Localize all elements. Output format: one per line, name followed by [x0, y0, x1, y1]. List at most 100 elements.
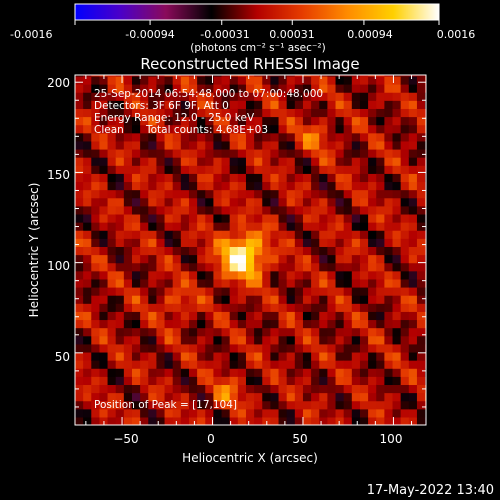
heatmap-cell	[107, 384, 117, 394]
heatmap-cell	[400, 319, 410, 329]
heatmap-cell	[311, 262, 320, 272]
heatmap-cell	[270, 400, 280, 410]
heatmap-cell	[245, 132, 255, 142]
heatmap-cell	[131, 181, 141, 191]
heatmap-cell	[254, 368, 263, 377]
heatmap-cell	[368, 157, 377, 166]
heatmap-cell	[294, 92, 304, 101]
heatmap-cell	[335, 197, 345, 207]
heatmap-cell	[270, 254, 280, 264]
heatmap-cell	[164, 238, 174, 247]
heatmap-cell	[229, 75, 239, 85]
heatmap-cell	[327, 408, 337, 418]
heatmap-cell	[83, 278, 92, 288]
heatmap-cell	[140, 75, 149, 85]
heatmap-cell	[335, 148, 345, 158]
heatmap-cell	[213, 278, 223, 288]
heatmap-cell	[254, 132, 263, 142]
heatmap-cell	[384, 376, 394, 386]
heatmap-cell	[254, 392, 263, 402]
heatmap-cell	[319, 376, 328, 386]
heatmap-cell	[107, 376, 117, 386]
heatmap-cell	[229, 335, 239, 345]
heatmap-cell	[83, 351, 92, 361]
heatmap-cell	[262, 148, 272, 158]
heatmap-cell	[294, 311, 304, 321]
heatmap-cell	[416, 351, 426, 361]
heatmap-cell	[416, 173, 426, 183]
heatmap-cell	[327, 262, 337, 272]
heatmap-cell	[180, 157, 190, 166]
heatmap-cell	[262, 368, 272, 377]
heatmap-cell	[83, 116, 92, 126]
heatmap-cell	[294, 181, 304, 191]
heatmap-cell	[278, 165, 288, 174]
heatmap-cell	[188, 213, 198, 223]
heatmap-cell	[188, 189, 198, 199]
colorbar-tick-label-2: -0.00031	[200, 28, 249, 41]
heatmap-cell	[343, 254, 353, 264]
heatmap-cell	[254, 222, 263, 231]
heatmap-cell	[75, 100, 84, 109]
heatmap-cell	[392, 351, 402, 361]
heatmap-cell	[254, 360, 263, 369]
heatmap-cell	[107, 116, 117, 126]
heatmap-cell	[245, 116, 255, 126]
heatmap-cell	[140, 116, 149, 126]
heatmap-cell	[172, 400, 182, 410]
heatmap-cell	[221, 392, 231, 402]
heatmap-cell	[302, 254, 312, 264]
heatmap-cell	[115, 360, 125, 369]
heatmap-cell	[311, 132, 320, 142]
heatmap-cell	[254, 246, 263, 256]
heatmap-cell	[400, 173, 410, 183]
heatmap-cell	[400, 376, 410, 386]
heatmap-cell	[254, 205, 263, 215]
heatmap-cell	[107, 343, 117, 353]
heatmap-cell	[416, 140, 426, 150]
heatmap-cell	[319, 197, 328, 207]
heatmap-cell	[311, 303, 320, 312]
heatmap-cell	[205, 254, 215, 264]
heatmap-cell	[180, 213, 190, 223]
heatmap-cell	[286, 270, 296, 280]
heatmap-cell	[148, 92, 158, 101]
heatmap-cell	[392, 384, 402, 394]
heatmap-cell	[180, 303, 190, 312]
heatmap-cell	[172, 270, 182, 280]
heatmap-cell	[384, 75, 394, 77]
heatmap-cell	[123, 351, 133, 361]
heatmap-cell	[188, 108, 198, 118]
heatmap-cell	[384, 311, 394, 321]
heatmap-cell	[148, 270, 158, 280]
heatmap-cell	[392, 408, 402, 418]
heatmap-cell	[75, 165, 84, 174]
heatmap-cell	[311, 165, 320, 174]
heatmap-cell	[311, 75, 320, 85]
heatmap-cell	[221, 84, 231, 93]
heatmap-cell	[311, 205, 320, 215]
heatmap-cell	[359, 222, 369, 231]
heatmap-cell	[221, 295, 231, 304]
heatmap-cell	[302, 92, 312, 101]
heatmap-cell	[408, 376, 418, 386]
heatmap-cell	[148, 392, 158, 402]
heatmap-cell	[294, 416, 304, 425]
heatmap-cell	[75, 84, 84, 93]
heatmap-cell	[286, 416, 296, 425]
heatmap-cell	[91, 140, 101, 150]
heatmap-cell	[123, 295, 133, 304]
heatmap-cell	[392, 181, 402, 191]
heatmap-cell	[75, 376, 84, 386]
heatmap-cell	[327, 75, 337, 77]
heatmap-cell	[270, 408, 280, 418]
heatmap-cell	[131, 197, 141, 207]
heatmap-cell	[148, 254, 158, 264]
heatmap-cell	[156, 92, 166, 101]
heatmap-cell	[254, 165, 263, 174]
heatmap-cell	[229, 173, 239, 183]
heatmap-cell	[368, 148, 377, 158]
heatmap-cell	[83, 75, 92, 77]
heatmap-cell	[197, 416, 206, 425]
heatmap-cell	[115, 416, 125, 425]
